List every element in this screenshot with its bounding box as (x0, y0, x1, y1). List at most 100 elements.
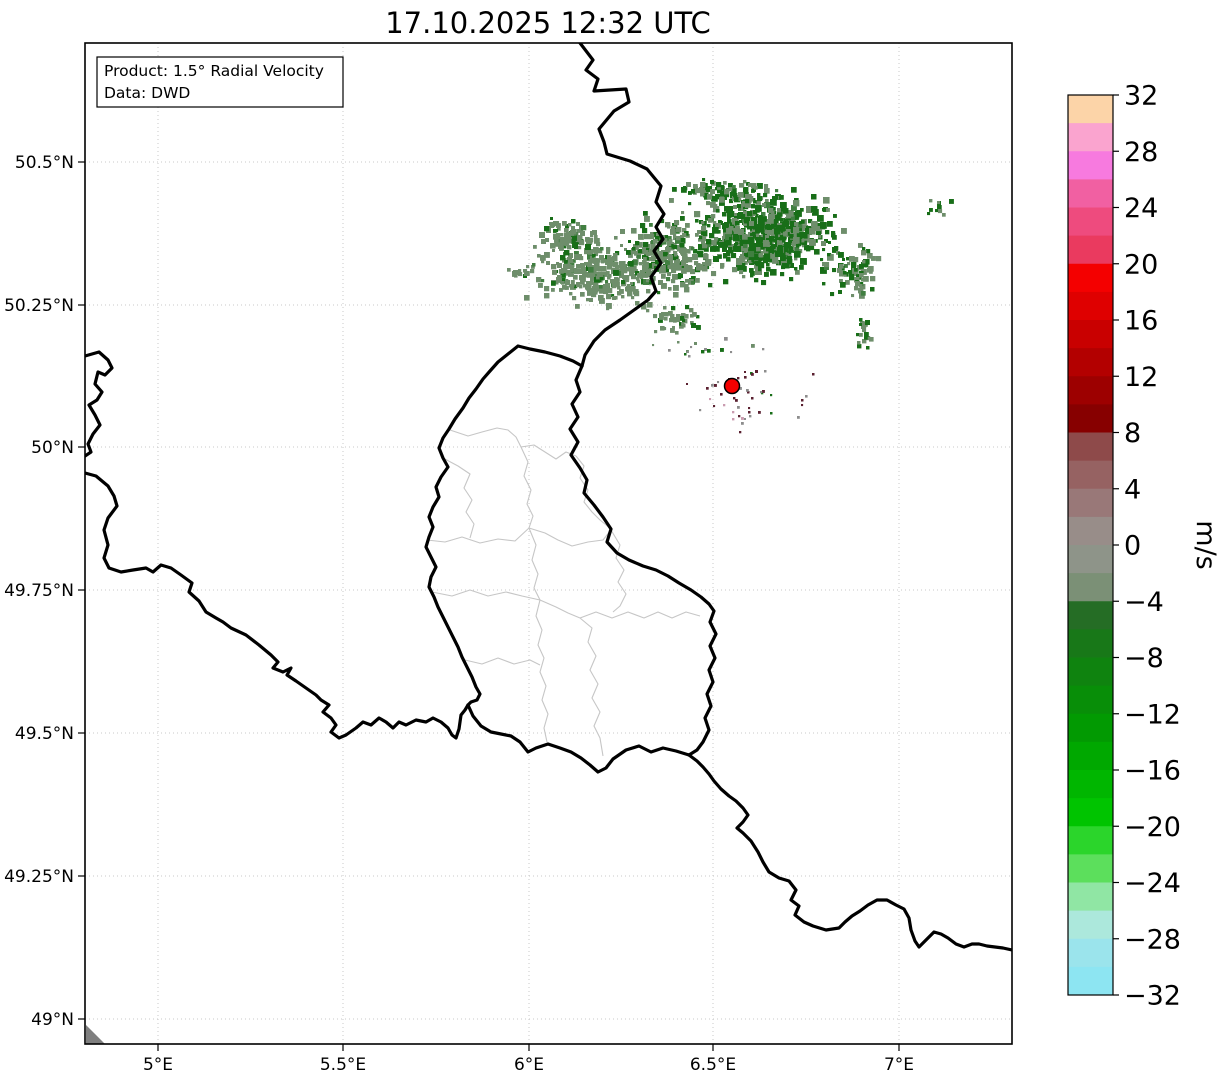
echo-pixel (862, 263, 867, 268)
echo-pixel (634, 291, 640, 297)
echo-pixel (770, 412, 773, 415)
echo-pixel (661, 283, 667, 289)
echo-pixel (708, 218, 713, 223)
echo-pixel (753, 226, 757, 230)
echo-pixel (735, 221, 740, 226)
echo-pixel (861, 278, 865, 282)
echo-pixel (766, 267, 771, 272)
echo-pixel (760, 391, 763, 394)
plot-frame (84, 42, 1013, 1045)
echo-pixel (594, 277, 600, 283)
echo-pixel (580, 292, 585, 297)
echo-pixel (607, 255, 612, 260)
echo-pixel (726, 228, 733, 235)
echo-pixel (859, 264, 864, 269)
colorbar-segment (1068, 938, 1113, 968)
echo-pixel (748, 260, 752, 264)
echo-pixel (859, 323, 862, 326)
echo-pixel (621, 295, 625, 299)
y-tick-label: 49.75°N (4, 581, 74, 601)
x-tick-label: 6°E (514, 1055, 544, 1075)
echo-pixel (551, 288, 555, 292)
echo-pixel (765, 199, 769, 203)
echo-pixel (767, 230, 773, 236)
echo-pixel (560, 278, 566, 284)
echo-pixel (571, 280, 575, 284)
echo-pixel (736, 264, 743, 271)
echo-pixel (597, 259, 601, 263)
echo-pixel (667, 272, 672, 277)
echo-pixel (565, 242, 570, 247)
echo-pixel (699, 409, 702, 412)
echo-pixel (618, 265, 622, 269)
echo-pixel (823, 207, 828, 212)
echo-pixel (723, 404, 726, 407)
echo-pixel (679, 322, 683, 326)
echo-pixel (707, 224, 711, 228)
national-border-line (687, 753, 1012, 952)
echo-pixel (579, 285, 583, 289)
echo-pixel (762, 238, 766, 242)
echo-pixel (724, 222, 730, 228)
echo-pixel (661, 274, 666, 279)
echo-pixel (794, 257, 798, 261)
echo-pixel (594, 235, 598, 239)
echo-pixel (541, 279, 545, 283)
echo-pixel (720, 348, 724, 352)
echo-pixel (594, 238, 600, 244)
echo-pixel (689, 308, 694, 313)
national-border-line (568, 364, 718, 757)
echo-pixel (695, 233, 699, 237)
echo-pixel (664, 312, 669, 317)
echo-pixel (758, 411, 761, 414)
echo-pixel (619, 273, 624, 278)
echo-pixel (710, 180, 715, 185)
echo-pixel (647, 271, 653, 277)
colorbar-segment (1068, 95, 1113, 124)
echo-pixel (596, 276, 600, 280)
echo-pixel (691, 323, 696, 328)
echo-pixel (788, 243, 792, 247)
echo-pixel (739, 387, 742, 390)
echo-pixel (821, 241, 826, 246)
echo-pixel (674, 220, 680, 226)
echo-pixel (680, 316, 685, 321)
echo-pixel (690, 346, 693, 349)
echo-pixel (802, 240, 807, 245)
echo-pixel (676, 245, 681, 250)
echo-pixel (569, 259, 574, 264)
echo-pixel (756, 200, 761, 205)
echo-pixel (572, 259, 576, 263)
echo-pixel (770, 246, 777, 253)
colorbar-segment (1068, 376, 1113, 405)
echo-pixel (730, 223, 735, 228)
echo-pixel (780, 272, 785, 277)
echo-pixel (799, 221, 803, 225)
echo-pixel (688, 279, 694, 285)
echo-pixel (587, 254, 593, 260)
canton-border-line (610, 529, 627, 613)
echo-pixel (633, 244, 639, 250)
echo-pixel (761, 216, 767, 222)
echo-pixel (668, 247, 672, 251)
echo-pixel (556, 262, 560, 266)
echo-pixel (608, 261, 614, 267)
colorbar-segment (1068, 516, 1113, 546)
echo-pixel (596, 242, 601, 247)
echo-pixel (827, 254, 834, 261)
echo-pixel (795, 270, 800, 275)
echo-pixel (555, 241, 561, 247)
echo-pixel (540, 255, 546, 261)
echo-pixel (646, 309, 650, 313)
echo-pixel (686, 383, 688, 385)
echo-pixel (576, 264, 581, 269)
x-tick-label: 5.5°E (320, 1055, 366, 1075)
echo-pixel (854, 277, 860, 283)
echo-pixel (526, 265, 530, 269)
echo-pixel (687, 268, 692, 273)
echo-pixel (550, 217, 553, 220)
echo-pixel (561, 240, 567, 246)
echo-pixel (653, 232, 659, 238)
echo-pixel (806, 247, 811, 252)
